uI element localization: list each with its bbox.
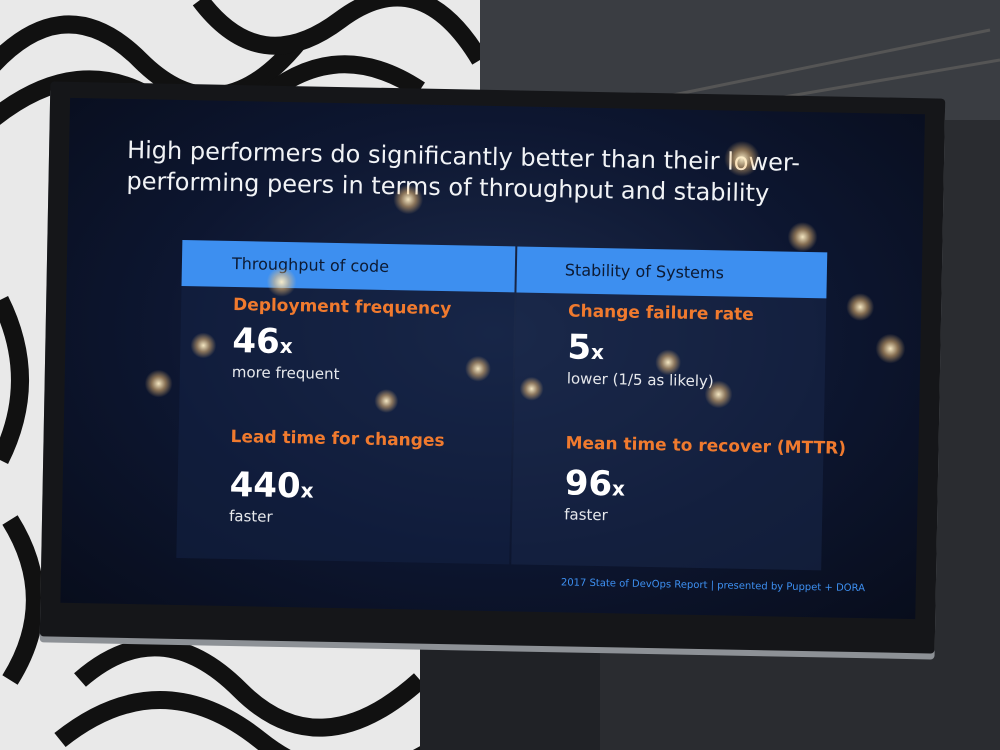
monitor: High performers do significantly better … [39,81,946,654]
metric-value: 5 [567,327,592,368]
light-reflection [144,369,173,398]
metric: Change failure rate 5x lower (1/5 as lik… [567,301,754,391]
column: Throughput of code Deployment frequency … [176,240,516,565]
slide-title: High performers do significantly better … [126,135,801,208]
metric: Mean time to recover (MTTR) 96x faster [564,433,846,528]
metric-description: faster [564,505,608,525]
metric-unit: x [590,339,605,365]
metric-label: Deployment frequency [232,295,452,320]
metric-value: 96 [564,463,613,505]
light-reflection [875,333,906,364]
metric-label: Mean time to recover (MTTR) [565,433,847,459]
metric-unit: x [611,476,626,501]
metric: Lead time for changes 440x faster [229,427,445,529]
column: Stability of Systems Change failure rate… [511,246,846,571]
column-header: Stability of Systems [516,246,828,299]
metric: Deployment frequency 46x more frequent [232,295,452,385]
metric-value: 440 [229,464,302,507]
metric-description: more frequent [231,362,340,384]
metric-label: Lead time for changes [230,426,445,452]
metric-label: Change failure rate [567,301,754,326]
metric-unit: x [279,333,293,359]
light-reflection [392,184,424,215]
light-reflection [845,292,875,322]
slide: High performers do significantly better … [60,97,925,620]
metric-unit: x [300,478,314,503]
light-reflection [787,221,818,253]
metric-description: faster [228,506,273,526]
column-header: Throughput of code [181,240,516,293]
metric-value: 46 [232,321,281,362]
slide-footer: 2017 State of DevOps Report | presented … [560,577,866,595]
